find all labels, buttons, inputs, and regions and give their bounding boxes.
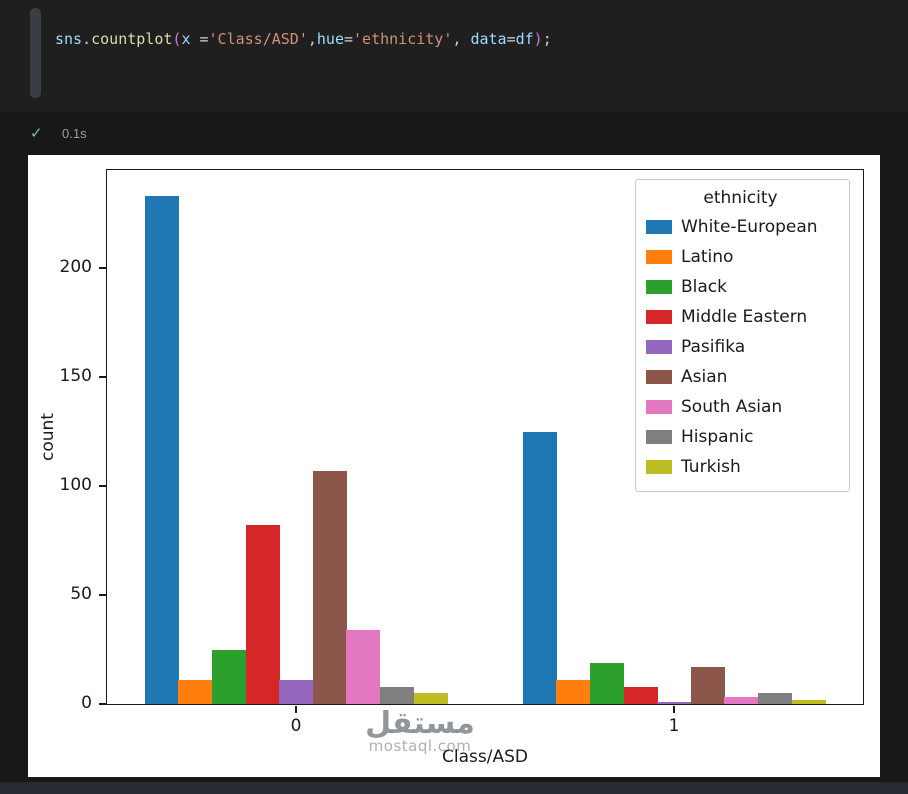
code-token: , — [452, 30, 471, 48]
legend-item: Asian — [646, 362, 835, 392]
legend-label: Pasifika — [681, 337, 746, 357]
legend-label: Middle Eastern — [681, 307, 808, 327]
bar-black-class-0 — [212, 649, 247, 704]
code-token: 'Class/ASD' — [208, 30, 308, 48]
code-token: data — [470, 30, 507, 48]
bar-south-asian-class-0 — [346, 629, 381, 704]
legend-label: Hispanic — [681, 427, 754, 447]
bottom-strip — [0, 782, 908, 794]
y-tick-label: 50 — [70, 584, 92, 605]
code-token: x — [181, 30, 200, 48]
legend-swatch — [646, 250, 672, 264]
y-tick-mark — [98, 376, 106, 378]
bar-middle-eastern-class-1 — [623, 686, 658, 704]
code-cell[interactable]: sns.countplot(x ='Class/ASD',hue='ethnic… — [0, 0, 908, 112]
legend-label: Asian — [681, 367, 728, 387]
code-token: = — [199, 30, 209, 48]
y-tick-mark — [98, 485, 106, 487]
cell-status-row: ✓ 0.1s — [0, 112, 908, 156]
y-tick-label: 0 — [81, 693, 92, 713]
legend-item: South Asian — [646, 392, 835, 422]
code-token: sns — [55, 30, 83, 48]
bar-pasifika-class-1 — [657, 701, 692, 704]
legend-label: Latino — [681, 247, 734, 267]
legend-label: White-European — [681, 217, 818, 237]
y-tick-mark — [98, 703, 106, 705]
code-token: . — [82, 30, 92, 48]
bar-asian-class-0 — [312, 470, 347, 704]
y-tick-mark — [98, 594, 106, 596]
legend-label: Turkish — [681, 457, 741, 477]
code-editor[interactable]: sns.countplot(x ='Class/ASD',hue='ethnic… — [55, 30, 552, 48]
bar-latino-class-1 — [556, 680, 591, 704]
success-check-icon: ✓ — [30, 125, 43, 142]
legend-label: South Asian — [681, 397, 783, 417]
y-tick-label: 200 — [59, 257, 92, 278]
x-tick-mark — [295, 705, 297, 713]
legend-swatch — [646, 340, 672, 354]
code-token: hue — [316, 30, 344, 48]
bar-asian-class-1 — [690, 666, 725, 704]
chart-figure: 0 50 100 150 200 0 1 count Class/ASD ethnicity… — [28, 155, 880, 777]
bar-middle-eastern-class-0 — [245, 525, 280, 704]
legend-swatch — [646, 370, 672, 384]
legend-item: Black — [646, 272, 835, 302]
x-tick-label: 1 — [668, 716, 680, 736]
bar-hispanic-class-0 — [380, 686, 415, 704]
code-token: ; — [542, 30, 552, 48]
legend-item: Hispanic — [646, 422, 835, 452]
bar-black-class-1 — [590, 662, 625, 704]
code-token: 'ethnicity' — [353, 30, 453, 48]
legend-item: Middle Eastern — [646, 302, 835, 332]
code-token: df — [515, 30, 534, 48]
code-token: = — [344, 30, 354, 48]
bar-white-european-class-1 — [522, 431, 557, 704]
bar-hispanic-class-1 — [758, 693, 793, 704]
y-tick-mark — [98, 267, 106, 269]
bar-pasifika-class-0 — [279, 680, 314, 704]
code-token: ) — [533, 30, 543, 48]
legend: ethnicity White-European Latino Black Middl… — [635, 179, 850, 492]
y-axis-label: count — [38, 413, 58, 461]
legend-swatch — [646, 460, 672, 474]
bar-south-asian-class-1 — [724, 697, 759, 704]
code-token: ( — [172, 30, 182, 48]
legend-item: Pasifika — [646, 332, 835, 362]
legend-swatch — [646, 220, 672, 234]
y-tick-label: 100 — [59, 475, 92, 496]
bar-latino-class-0 — [178, 680, 213, 704]
y-tick-label: 150 — [59, 366, 92, 387]
watermark-arabic: مستقل — [365, 706, 475, 741]
legend-item: Turkish — [646, 452, 835, 482]
bar-white-european-class-0 — [144, 196, 179, 704]
legend-swatch — [646, 310, 672, 324]
legend-item: Latino — [646, 242, 835, 272]
bar-turkish-class-0 — [413, 693, 448, 704]
legend-swatch — [646, 430, 672, 444]
execution-time: 0.1s — [62, 126, 87, 141]
legend-title: ethnicity — [703, 188, 778, 208]
legend-items: White-European Latino Black Middle Eastern P… — [646, 212, 835, 482]
code-token: countplot — [91, 30, 173, 48]
legend-swatch — [646, 280, 672, 294]
legend-swatch — [646, 400, 672, 414]
code-token: , — [307, 30, 317, 48]
legend-item: White-European — [646, 212, 835, 242]
code-token: = — [506, 30, 516, 48]
x-tick-mark — [673, 705, 675, 713]
legend-label: Black — [681, 277, 727, 297]
x-tick-label: 0 — [290, 716, 302, 736]
cell-focus-bar — [30, 8, 41, 98]
x-axis-label: Class/ASD — [442, 747, 528, 767]
bar-turkish-class-1 — [791, 699, 826, 704]
